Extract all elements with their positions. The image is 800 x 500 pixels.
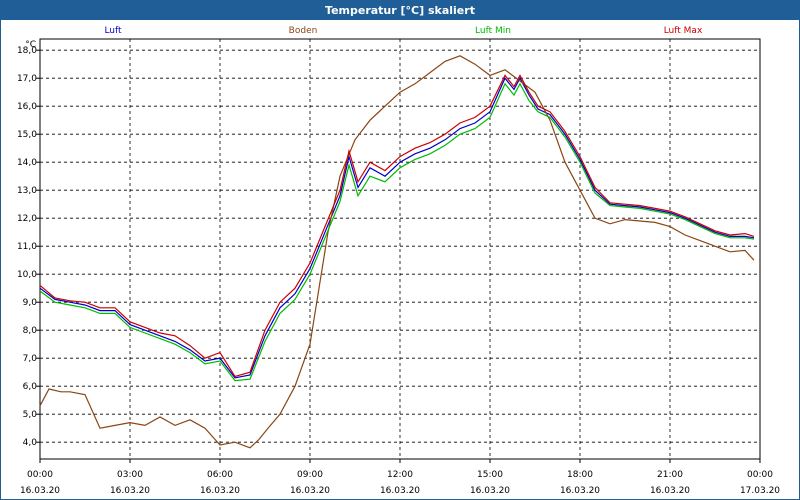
chart-title: Temperatur [°C] skaliert xyxy=(1,1,799,20)
grid xyxy=(40,39,760,459)
y-tick-label: 15,0 xyxy=(17,130,37,140)
legend-item: Luft Max xyxy=(664,26,703,36)
x-tick-date: 16.03.20 xyxy=(380,486,420,496)
y-tick-label: 4,0 xyxy=(23,438,38,448)
series-line-luft-max xyxy=(39,74,755,378)
series-layer xyxy=(39,55,755,449)
x-tick-date: 16.03.20 xyxy=(200,486,240,496)
y-tick-label: 9,0 xyxy=(23,298,38,308)
y-tick-label: 13,0 xyxy=(17,186,37,196)
x-tick-time: 06:00 xyxy=(207,470,233,480)
x-tick-date: 16.03.20 xyxy=(650,486,690,496)
y-tick-label: 6,0 xyxy=(23,382,38,392)
legend: Luft Boden Luft Min Luft Max xyxy=(104,26,703,36)
y-tick-label: 8,0 xyxy=(23,326,38,336)
x-tick-time: 12:00 xyxy=(387,470,413,480)
y-tick-label: 18,0 xyxy=(17,46,37,56)
series-line-boden xyxy=(39,55,755,449)
x-tick-date: 16.03.20 xyxy=(560,486,600,496)
x-tick-time: 21:00 xyxy=(657,470,683,480)
y-axis-unit: °C xyxy=(25,40,36,50)
x-axis: 00:00 16.03.20 03:00 16.03.20 06:00 16.03.20 0… xyxy=(20,459,780,496)
x-tick-time: 00:00 xyxy=(27,470,53,480)
y-tick-label: 17,0 xyxy=(17,74,37,84)
x-tick-date: 16.03.20 xyxy=(290,486,330,496)
y-tick-label: 11,0 xyxy=(17,242,37,252)
x-tick-time: 15:00 xyxy=(477,470,503,480)
y-tick-label: 16,0 xyxy=(17,102,37,112)
y-tick-label: 5,0 xyxy=(23,410,38,420)
x-tick-time: 18:00 xyxy=(567,470,593,480)
y-tick-label: 12,0 xyxy=(17,214,37,224)
y-tick-label: 14,0 xyxy=(17,158,37,168)
x-tick-date: 16.03.20 xyxy=(110,486,150,496)
series-line-luft-min xyxy=(39,82,755,382)
y-tick-label: 7,0 xyxy=(23,354,38,364)
legend-item: Luft xyxy=(104,26,122,36)
legend-item: Luft Min xyxy=(475,26,511,36)
legend-item: Boden xyxy=(289,26,318,36)
x-tick-date: 16.03.20 xyxy=(20,486,60,496)
x-tick-time: 09:00 xyxy=(297,470,323,480)
x-tick-time: 00:00 xyxy=(747,470,773,480)
series-line-luft xyxy=(39,76,755,379)
x-tick-date: 17.03.20 xyxy=(740,486,780,496)
y-axis: °C 4,0 5,0 6,0 7,0 8,0 9,0 10,0 11,0 12,0 13,0 14,… xyxy=(17,40,40,448)
y-tick-label: 10,0 xyxy=(17,270,37,280)
x-tick-time: 03:00 xyxy=(117,470,143,480)
x-tick-date: 16.03.20 xyxy=(470,486,510,496)
